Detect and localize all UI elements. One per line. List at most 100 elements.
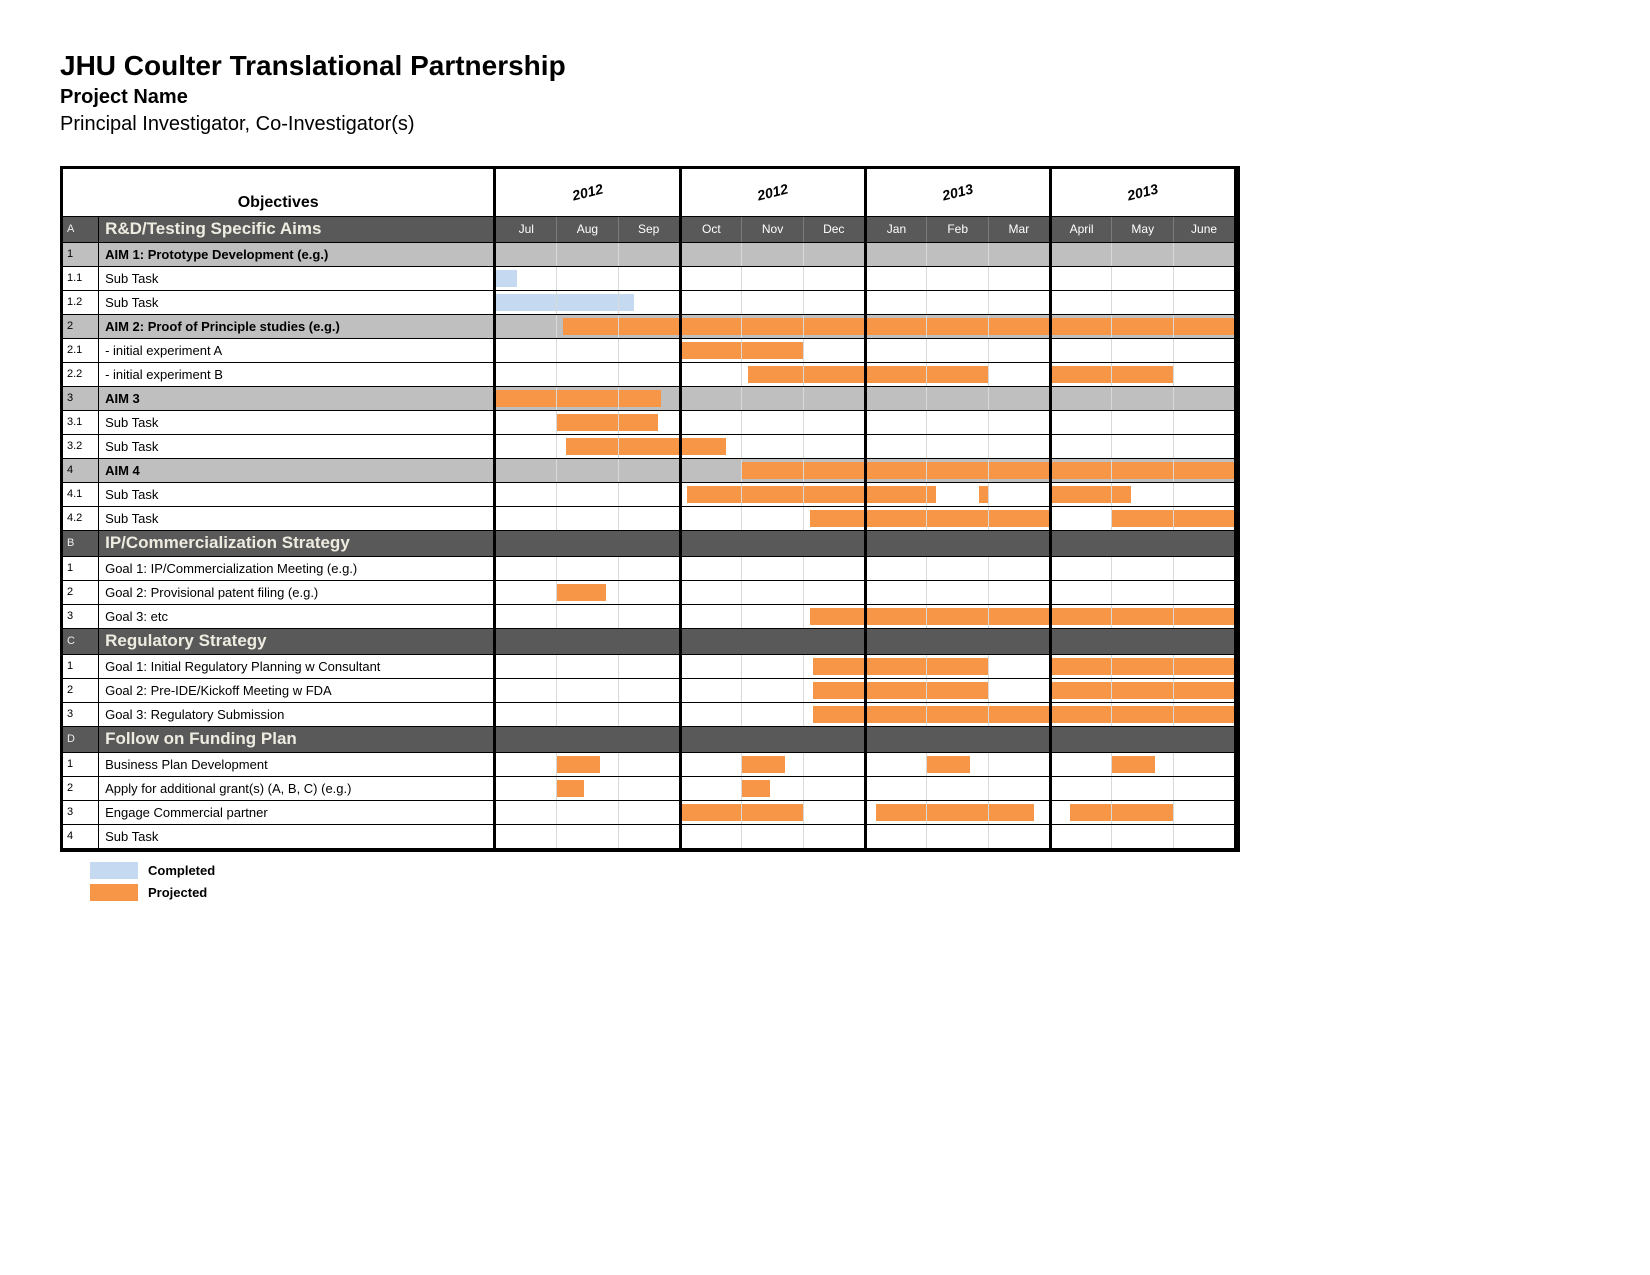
timeline-cell bbox=[989, 530, 1051, 556]
timeline-cell bbox=[989, 506, 1051, 530]
page-subtitle: Project Name bbox=[60, 86, 1590, 109]
timeline-cell bbox=[865, 338, 927, 362]
bar-projected bbox=[619, 318, 679, 335]
timeline-cell bbox=[865, 242, 927, 266]
bar-projected bbox=[867, 608, 927, 625]
timeline-cell bbox=[1050, 410, 1112, 434]
timeline-cell bbox=[495, 628, 557, 654]
timeline-cell: Aug bbox=[557, 216, 619, 242]
timeline-cell bbox=[803, 506, 865, 530]
timeline-cell bbox=[557, 458, 619, 482]
timeline-cell bbox=[1112, 458, 1174, 482]
timeline-cell bbox=[680, 604, 742, 628]
timeline-cell bbox=[803, 580, 865, 604]
row-label: Goal 3: etc bbox=[99, 604, 495, 628]
timeline-cell bbox=[989, 338, 1051, 362]
timeline-cell bbox=[618, 314, 680, 338]
timeline-cell bbox=[495, 752, 557, 776]
timeline-cell bbox=[1112, 386, 1174, 410]
timeline-cell bbox=[1050, 628, 1112, 654]
timeline-cell bbox=[495, 434, 557, 458]
bar-projected bbox=[867, 658, 927, 675]
timeline-cell bbox=[742, 628, 804, 654]
timeline-cell bbox=[1050, 386, 1112, 410]
timeline-cell bbox=[1112, 506, 1174, 530]
timeline-cell bbox=[927, 458, 989, 482]
bar-projected bbox=[867, 318, 927, 335]
bar-projected bbox=[742, 342, 803, 359]
bar-projected bbox=[927, 366, 988, 383]
timeline-cell bbox=[803, 604, 865, 628]
timeline-cell bbox=[1112, 482, 1174, 506]
timeline-cell bbox=[1112, 530, 1174, 556]
timeline-cell bbox=[1050, 580, 1112, 604]
timeline-cell bbox=[1050, 266, 1112, 290]
bar-projected bbox=[867, 682, 927, 699]
timeline-cell bbox=[680, 338, 742, 362]
timeline-cell bbox=[680, 824, 742, 848]
timeline-cell bbox=[618, 434, 680, 458]
timeline-cell bbox=[742, 290, 804, 314]
timeline-cell bbox=[927, 434, 989, 458]
timeline-cell bbox=[557, 678, 619, 702]
timeline-cell bbox=[680, 506, 742, 530]
bar-projected bbox=[1174, 658, 1234, 675]
timeline-cell bbox=[1050, 434, 1112, 458]
year-header: 2013 bbox=[1050, 169, 1235, 216]
timeline-cell bbox=[1050, 338, 1112, 362]
bar-projected bbox=[989, 462, 1049, 479]
timeline-cell bbox=[989, 776, 1051, 800]
row-label: Sub Task bbox=[99, 506, 495, 530]
timeline-cell bbox=[495, 654, 557, 678]
row-label: Sub Task bbox=[99, 266, 495, 290]
timeline-cell bbox=[618, 556, 680, 580]
timeline-cell bbox=[1112, 314, 1174, 338]
bar-projected bbox=[927, 682, 988, 699]
timeline-cell bbox=[865, 314, 927, 338]
timeline-cell bbox=[989, 290, 1051, 314]
timeline-cell bbox=[618, 386, 680, 410]
timeline-cell bbox=[989, 678, 1051, 702]
timeline-cell bbox=[927, 678, 989, 702]
timeline-cell bbox=[495, 824, 557, 848]
timeline-cell bbox=[742, 338, 804, 362]
bar-projected bbox=[566, 438, 618, 455]
timeline-cell bbox=[557, 506, 619, 530]
timeline-cell bbox=[989, 628, 1051, 654]
gantt-chart: Objectives2012201220132013AR&D/Testing S… bbox=[60, 166, 1240, 852]
timeline-cell bbox=[865, 482, 927, 506]
timeline-cell: Jul bbox=[495, 216, 557, 242]
timeline-cell bbox=[803, 530, 865, 556]
timeline-cell bbox=[927, 506, 989, 530]
timeline-cell bbox=[680, 800, 742, 824]
timeline-cell bbox=[742, 362, 804, 386]
timeline-cell bbox=[557, 604, 619, 628]
bar-projected bbox=[557, 584, 606, 601]
timeline-cell bbox=[803, 678, 865, 702]
row-label: Apply for additional grant(s) (A, B, C) … bbox=[99, 776, 495, 800]
timeline-cell bbox=[1174, 386, 1236, 410]
timeline-cell bbox=[495, 338, 557, 362]
page-title: JHU Coulter Translational Partnership bbox=[60, 50, 1590, 82]
timeline-cell bbox=[1112, 242, 1174, 266]
timeline-cell bbox=[989, 824, 1051, 848]
timeline-cell bbox=[989, 752, 1051, 776]
row-id: 2 bbox=[63, 314, 99, 338]
timeline-cell bbox=[1174, 752, 1236, 776]
timeline-cell bbox=[495, 678, 557, 702]
timeline-cell bbox=[1050, 556, 1112, 580]
timeline-cell bbox=[803, 776, 865, 800]
timeline-cell bbox=[1050, 752, 1112, 776]
timeline-cell bbox=[557, 726, 619, 752]
timeline-cell bbox=[618, 752, 680, 776]
row-label: Goal 1: Initial Regulatory Planning w Co… bbox=[99, 654, 495, 678]
timeline-cell bbox=[618, 726, 680, 752]
timeline-cell bbox=[618, 410, 680, 434]
bar-projected bbox=[1052, 658, 1112, 675]
timeline-cell bbox=[1112, 752, 1174, 776]
timeline-cell bbox=[803, 386, 865, 410]
bar-projected bbox=[557, 756, 599, 773]
row-label: Goal 3: Regulatory Submission bbox=[99, 702, 495, 726]
bar-projected bbox=[867, 510, 927, 527]
timeline-cell bbox=[1050, 726, 1112, 752]
